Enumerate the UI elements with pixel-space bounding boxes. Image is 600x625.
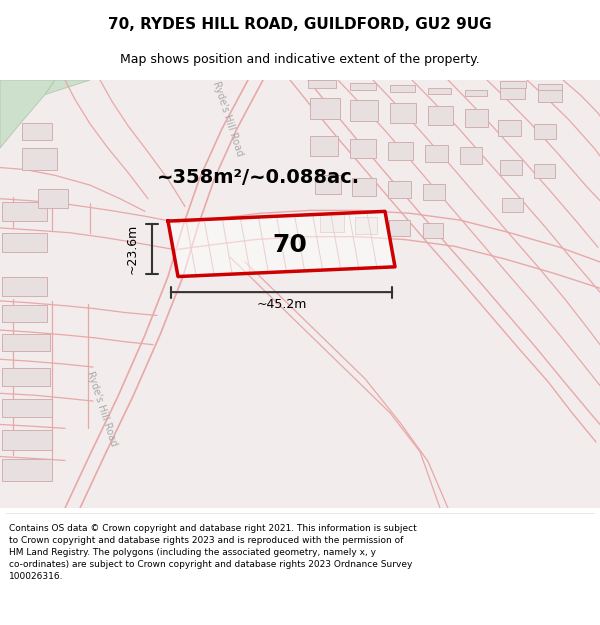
Bar — [390, 85, 415, 92]
Bar — [2, 334, 50, 351]
Bar — [350, 101, 378, 121]
Bar — [465, 90, 487, 96]
Text: Ryde's Hill Road: Ryde's Hill Road — [211, 80, 245, 158]
Text: ~45.2m: ~45.2m — [256, 298, 307, 311]
Bar — [500, 160, 522, 176]
Bar — [460, 147, 482, 164]
Bar — [308, 80, 336, 88]
Bar — [2, 232, 47, 253]
Polygon shape — [45, 80, 90, 94]
Bar — [390, 103, 416, 122]
Bar — [310, 136, 338, 156]
Bar — [502, 198, 523, 212]
Bar — [500, 82, 525, 99]
Bar — [2, 430, 52, 450]
Bar — [22, 148, 57, 169]
Polygon shape — [168, 211, 395, 276]
Text: Map shows position and indicative extent of the property.: Map shows position and indicative extent… — [120, 52, 480, 66]
Bar — [428, 88, 451, 94]
Bar — [388, 142, 413, 160]
Bar — [423, 223, 443, 238]
Text: ~23.6m: ~23.6m — [125, 224, 139, 274]
Bar — [22, 122, 52, 141]
Bar — [498, 120, 521, 136]
Bar — [2, 305, 47, 322]
Text: 70: 70 — [272, 233, 307, 258]
Bar — [355, 217, 377, 234]
Text: ~358m²/~0.088ac.: ~358m²/~0.088ac. — [157, 168, 359, 187]
Bar — [310, 98, 340, 119]
Bar — [2, 399, 52, 417]
Text: Ryde's Hill Road: Ryde's Hill Road — [85, 370, 119, 448]
Bar — [315, 176, 341, 194]
Bar — [423, 184, 445, 199]
Bar — [389, 220, 410, 236]
Bar — [38, 189, 68, 208]
Bar — [2, 202, 47, 221]
Bar — [500, 81, 526, 88]
Polygon shape — [0, 80, 55, 148]
Bar — [388, 181, 411, 198]
Bar — [425, 145, 448, 162]
Bar — [538, 86, 562, 102]
Bar — [2, 459, 52, 481]
Bar — [428, 106, 453, 125]
Bar — [538, 84, 562, 90]
Bar — [534, 124, 556, 139]
Text: Contains OS data © Crown copyright and database right 2021. This information is : Contains OS data © Crown copyright and d… — [9, 524, 417, 581]
Bar — [320, 214, 344, 232]
Text: 70, RYDES HILL ROAD, GUILDFORD, GU2 9UG: 70, RYDES HILL ROAD, GUILDFORD, GU2 9UG — [108, 17, 492, 32]
Bar — [2, 276, 47, 296]
Bar — [350, 83, 376, 90]
Bar — [352, 178, 376, 196]
Bar — [350, 139, 376, 158]
Bar — [465, 109, 488, 127]
Bar — [534, 164, 555, 178]
Bar — [2, 368, 50, 386]
